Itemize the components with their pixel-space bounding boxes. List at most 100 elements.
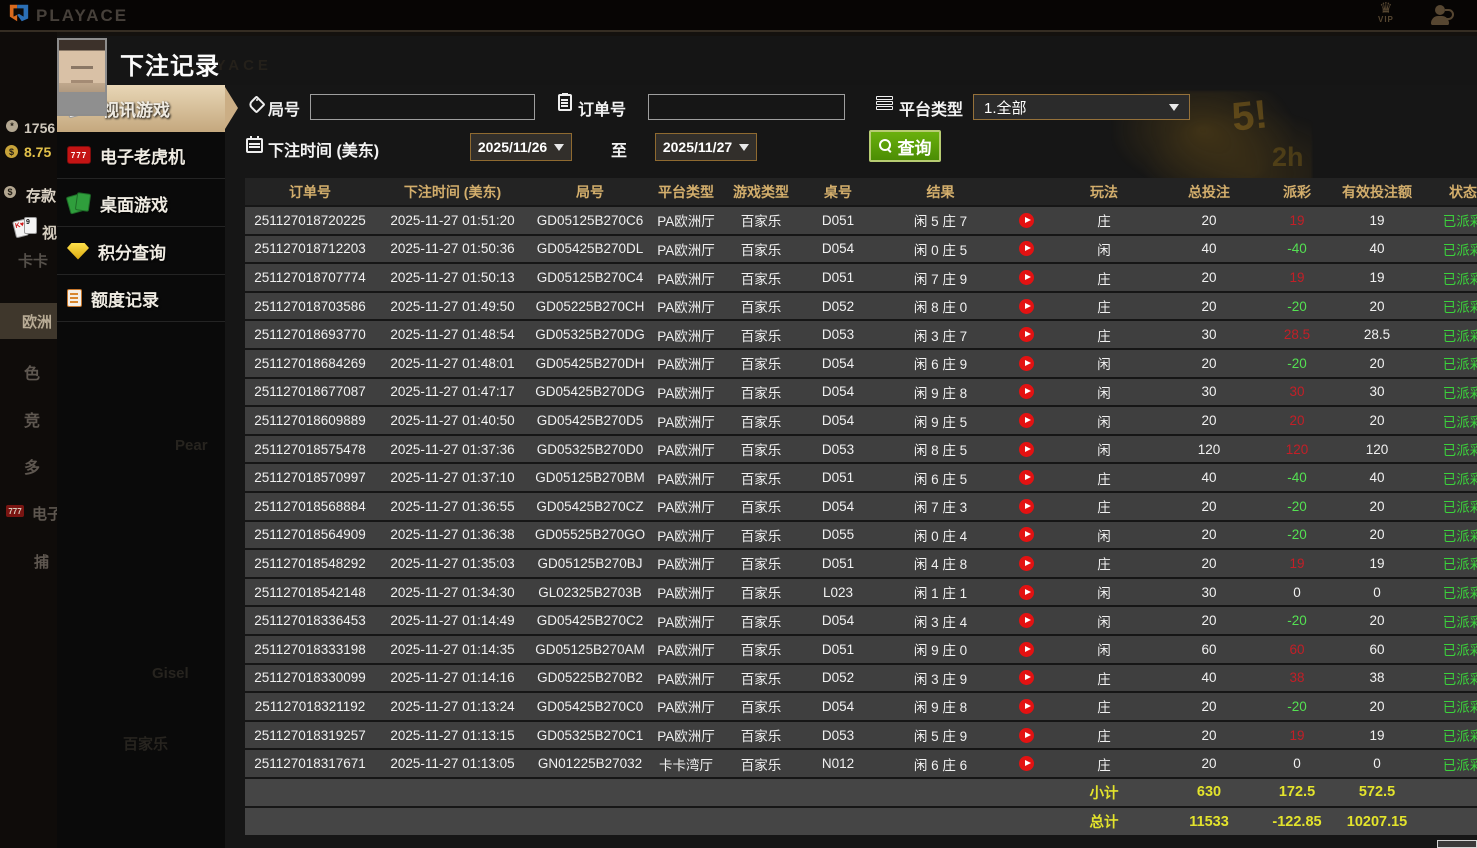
cell-platform: PA欧洲厅 [657,500,715,516]
cell-bet-time: 2025-11-27 01:37:10 [390,470,515,486]
cell-order-no: 251127018319257 [254,727,366,743]
cell-result: 闲 5 庄 7 [913,214,968,230]
cell-valid-bet: 20 [1369,355,1385,371]
cell-result: 闲 8 庄 0 [913,300,968,316]
modal-tab-column: K♥9 视讯游戏 777 电子老虎机 桌面游戏 积分查询 额度记录 Pear G… [57,85,238,848]
grand-total-valid-bet: 10207.15 [1346,813,1408,830]
header-table-no: 桌号 [824,183,852,200]
cell-platform: PA欧洲厅 [657,643,715,659]
table-row: 251127018321192 2025-11-27 01:13:24 GD05… [245,693,1477,720]
cell-replay [1005,241,1048,257]
cell-replay [1005,327,1048,343]
platform-select[interactable]: 1.全部 [973,94,1190,120]
replay-play-button[interactable] [1019,527,1034,543]
cell-total-bet: 20 [1201,413,1217,428]
cell-total-bet: 40 [1201,241,1217,257]
replay-play-button[interactable] [1019,727,1034,743]
date-to-picker[interactable]: 2025/11/27 [655,133,757,161]
cell-play-type: 闲 [1097,414,1111,430]
cell-valid-bet: 19 [1369,270,1385,286]
cell-bet-time: 2025-11-27 01:14:16 [390,670,515,686]
replay-play-button[interactable] [1019,613,1034,629]
replay-play-button[interactable] [1019,584,1034,600]
search-button-label: 查询 [897,138,932,158]
order-input[interactable] [648,94,845,120]
cell-order-no: 251127018336453 [254,613,366,629]
header-bet-time: 下注时间 (美东) [403,183,502,200]
tab-points-query[interactable]: 积分查询 [57,228,225,275]
round-input[interactable] [310,94,535,120]
replay-play-button[interactable] [1019,212,1034,228]
header-result: 结果 [926,183,955,200]
cell-replay [1005,727,1048,743]
replay-play-button[interactable] [1019,698,1034,714]
replay-play-button[interactable] [1019,270,1034,286]
cell-payout: 20 [1289,413,1305,428]
background-jing-item: 竞 [24,413,41,430]
date-from-value: 2025/11/26 [477,139,548,155]
tab-slots[interactable]: 777 电子老虎机 [57,132,225,179]
customer-service-button[interactable] [1428,3,1454,27]
replay-play-button[interactable] [1019,756,1034,772]
cell-play-type: 庄 [1097,300,1111,316]
cell-game-type: 百家乐 [740,214,782,230]
cell-table-no: D053 [821,727,855,743]
cell-payout: -40 [1287,470,1307,486]
diamond-icon [67,242,89,260]
subtotal-valid-bet: 572.5 [1358,784,1396,801]
grand-total-total-bet: 11533 [1189,813,1229,830]
cell-payout: 30 [1289,384,1305,400]
replay-play-button[interactable] [1019,355,1034,371]
replay-play-button[interactable] [1019,298,1034,314]
cell-platform: PA欧洲厅 [657,242,715,258]
cell-platform: PA欧洲厅 [657,214,715,230]
table-row: 251127018564909 2025-11-27 01:36:38 GD05… [245,521,1477,549]
cell-bet-time: 2025-11-27 01:37:36 [390,441,515,457]
platform-select-value: 1.全部 [984,99,1027,117]
cell-table-no: D053 [821,441,855,457]
cell-total-bet: 20 [1201,698,1217,714]
replay-play-button[interactable] [1019,498,1034,514]
replay-play-button[interactable] [1019,413,1034,428]
table-row: 251127018684269 2025-11-27 01:48:01 GD05… [245,350,1477,377]
pagination-button-clipped[interactable] [1437,840,1477,848]
cell-replay [1005,384,1048,400]
background-europe-highlight [0,303,57,339]
replay-play-button[interactable] [1019,327,1034,343]
grand-total-row: 总计 11533 -122.85 10207.15 [245,808,1477,836]
replay-play-button[interactable] [1019,670,1034,686]
cell-valid-bet: 20 [1369,698,1385,714]
platform-filter-label: 平台类型 [899,102,964,119]
cell-platform: PA欧洲厅 [657,586,715,602]
tab-quota-records[interactable]: 额度记录 [57,275,225,322]
cell-round-no: GD05425B270DH [535,355,645,371]
replay-play-button[interactable] [1019,555,1034,571]
cell-replay [1005,641,1048,657]
cell-game-type: 百家乐 [740,700,782,716]
cell-total-bet: 120 [1197,441,1221,457]
cell-total-bet: 30 [1201,384,1217,400]
cell-play-type: 闲 [1097,528,1111,544]
replay-play-button[interactable] [1019,641,1034,657]
logo[interactable]: PlayAce [8,2,128,29]
cell-round-no: GD05125B270BJ [537,555,643,571]
table-row: 251127018330099 2025-11-27 01:14:16 GD05… [245,664,1477,692]
cell-bet-time: 2025-11-27 01:35:03 [390,555,515,571]
cell-game-type: 百家乐 [740,614,782,630]
cell-bet-time: 2025-11-27 01:47:17 [390,384,515,400]
replay-play-button[interactable] [1019,241,1034,257]
replay-play-button[interactable] [1019,470,1034,486]
header-play-type: 玩法 [1090,183,1118,200]
search-button[interactable]: 查询 [869,130,941,162]
tab-table-games[interactable]: 桌面游戏 [57,180,225,227]
playace-watermark: PLAYACE [175,57,272,74]
search-icon [878,139,893,153]
cell-table-no: D052 [821,298,855,314]
replay-play-button[interactable] [1019,441,1034,457]
replay-play-button[interactable] [1019,384,1034,400]
vip-button[interactable]: ♛ VIP [1378,1,1394,24]
cell-round-no: GD05225B270B2 [537,670,643,686]
round-filter-label: 局号 [268,102,301,119]
date-from-picker[interactable]: 2025/11/26 [470,133,572,161]
playace-logo-icon [8,2,30,29]
